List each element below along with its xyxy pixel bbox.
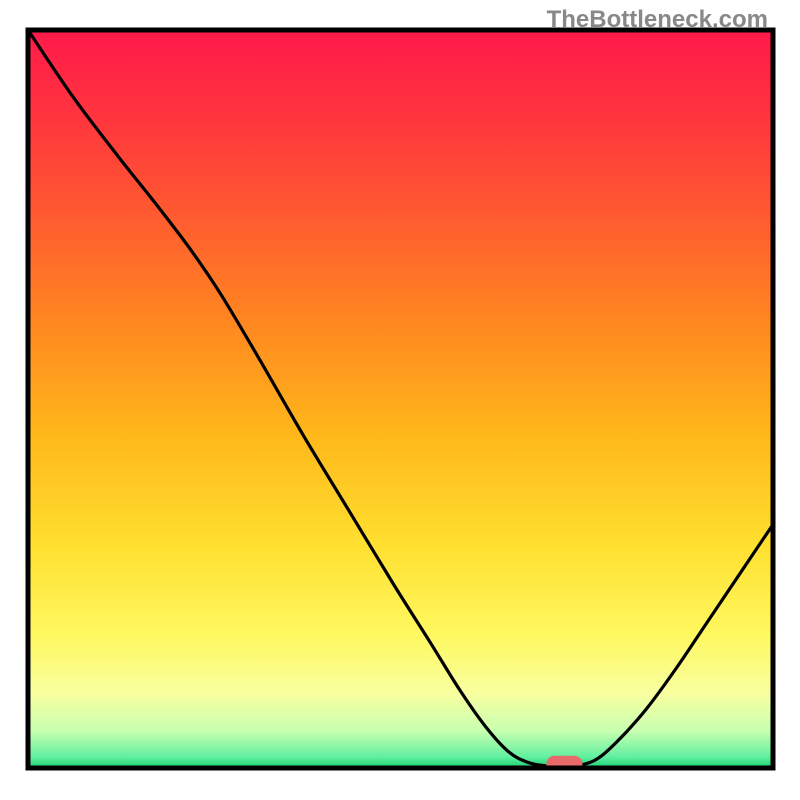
chart-container: TheBottleneck.com <box>0 0 800 800</box>
gradient-background <box>28 30 773 768</box>
bottleneck-gradient-chart <box>0 0 800 800</box>
watermark-text: TheBottleneck.com <box>547 6 768 34</box>
